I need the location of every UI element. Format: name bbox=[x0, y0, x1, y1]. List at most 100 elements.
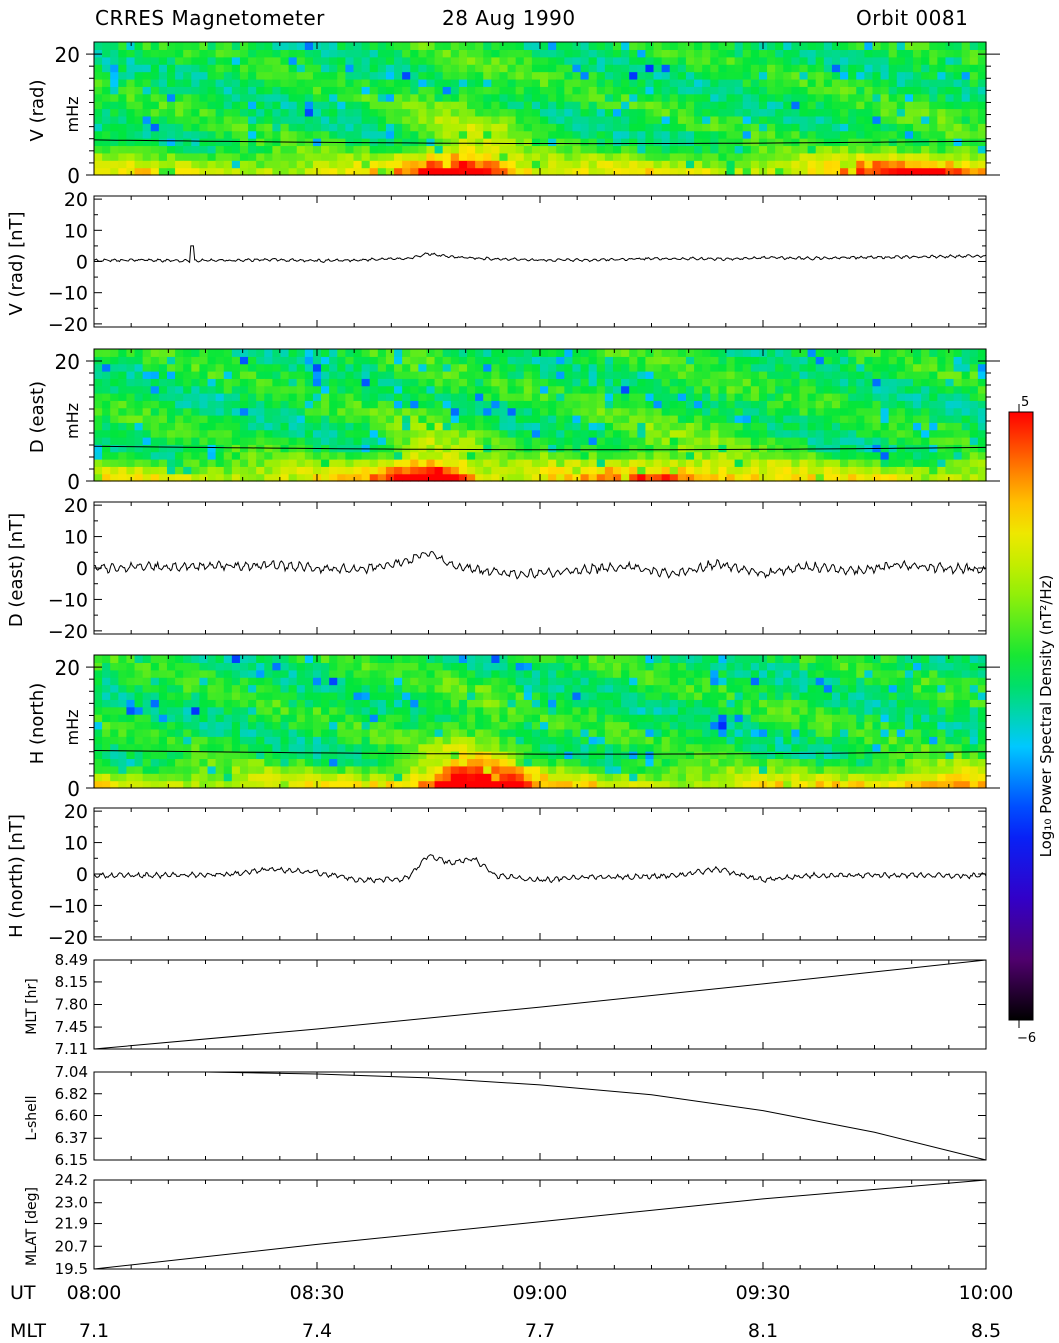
spectrogram-cell bbox=[369, 743, 379, 752]
spectrogram-cell bbox=[321, 415, 330, 423]
spectrogram-cell bbox=[231, 393, 241, 401]
spectrogram-cell bbox=[296, 736, 306, 745]
spectrogram-cell bbox=[402, 736, 411, 745]
spectrogram-cell bbox=[118, 655, 128, 663]
spectrogram-cell bbox=[758, 115, 768, 124]
spectrogram-cell bbox=[961, 78, 971, 87]
spectrogram-cell bbox=[888, 393, 898, 401]
spectrogram-cell bbox=[175, 93, 184, 102]
spectrogram-cell bbox=[256, 101, 265, 110]
spectrogram-cell bbox=[369, 684, 379, 693]
spectrogram-cell bbox=[458, 669, 468, 678]
spectrogram-cell bbox=[207, 56, 217, 65]
spectrogram-cell bbox=[807, 64, 817, 73]
spectrogram-cell bbox=[734, 356, 744, 365]
spectrogram-cell bbox=[118, 123, 128, 132]
spectrogram-cell bbox=[775, 371, 784, 379]
spectrogram-cell bbox=[588, 400, 598, 409]
spectrogram-cell bbox=[158, 108, 168, 117]
spectrogram-cell bbox=[629, 64, 638, 73]
spectrogram-cell bbox=[572, 145, 582, 154]
spectrogram-cell bbox=[385, 691, 395, 700]
spectrogram-cell bbox=[394, 152, 403, 161]
spectrogram-cell bbox=[499, 393, 509, 401]
spectrogram-cell bbox=[483, 123, 492, 132]
spectrogram-cell bbox=[564, 451, 574, 460]
spectrogram-cell bbox=[929, 451, 938, 460]
spectrogram-cell bbox=[345, 415, 355, 423]
spectrogram-cell bbox=[953, 356, 963, 365]
spectrogram-cell bbox=[329, 751, 338, 760]
spectrogram-cell bbox=[507, 71, 517, 80]
spectrogram-cell bbox=[710, 437, 719, 445]
spectrogram-cell bbox=[491, 108, 501, 117]
spectrogram-cell bbox=[150, 407, 160, 416]
spectrogram-cell bbox=[856, 115, 865, 124]
spectrogram-cell bbox=[880, 459, 890, 467]
spectrogram-cell bbox=[256, 684, 265, 693]
spectrogram-cell bbox=[483, 780, 492, 789]
spectrogram-cell bbox=[280, 145, 290, 154]
spectrogram-cell bbox=[864, 42, 874, 50]
spectrogram-cell bbox=[499, 86, 509, 95]
spectrogram-cell bbox=[223, 473, 233, 482]
spectrogram-cell bbox=[823, 444, 833, 453]
spectrogram-cell bbox=[540, 56, 549, 65]
spectrogram-cell bbox=[231, 466, 241, 475]
spectrogram-cell bbox=[118, 160, 128, 169]
spectrogram-cell bbox=[872, 363, 882, 372]
spectrogram-cell bbox=[434, 349, 444, 357]
spectrogram-cell bbox=[418, 393, 428, 401]
spectrogram-cell bbox=[734, 466, 744, 475]
spectrogram-cell bbox=[742, 160, 752, 169]
spectrogram-cell bbox=[540, 93, 549, 102]
spectrogram-cell bbox=[150, 765, 160, 774]
spectrogram-cell bbox=[158, 743, 168, 752]
spectrogram-cell bbox=[410, 152, 419, 161]
spectrogram-cell bbox=[426, 86, 436, 95]
spectrogram-cell bbox=[304, 655, 314, 663]
spectrogram-cell bbox=[321, 459, 330, 467]
spectrogram-cell bbox=[183, 743, 192, 752]
spectrogram-cell bbox=[669, 49, 679, 58]
spectrogram-cell bbox=[223, 93, 233, 102]
spectrogram-cell bbox=[637, 451, 647, 460]
spectrogram-cell bbox=[142, 363, 152, 372]
spectrogram-cell bbox=[199, 152, 209, 161]
spectrogram-cell bbox=[969, 429, 979, 438]
spectrogram-cell bbox=[134, 669, 144, 678]
spectrogram-cell bbox=[110, 736, 119, 745]
spectrogram-cell bbox=[904, 64, 914, 73]
spectrogram-cell bbox=[248, 466, 257, 475]
spectrogram-cell bbox=[361, 56, 371, 65]
spectrogram-cell bbox=[677, 160, 687, 169]
spectrogram-cell bbox=[199, 655, 209, 663]
spectrogram-cell bbox=[361, 459, 371, 467]
spectrogram-cell bbox=[321, 349, 330, 357]
spectrogram-cell bbox=[791, 86, 801, 95]
spectrogram-cell bbox=[321, 160, 330, 169]
spectrogram-cell bbox=[823, 130, 833, 139]
spectrogram-cell bbox=[929, 108, 938, 117]
spectrogram-cell bbox=[345, 160, 355, 169]
spectrogram-cell bbox=[94, 437, 103, 445]
spectrogram-cell bbox=[758, 123, 768, 132]
spectrogram-cell bbox=[369, 349, 379, 357]
spectrogram-cell bbox=[385, 363, 395, 372]
spectrogram-cell bbox=[239, 714, 249, 723]
spectrogram-cell bbox=[102, 706, 111, 715]
spectrogram-cell bbox=[304, 773, 314, 782]
spectrogram-cell bbox=[312, 751, 322, 760]
spectrogram-cell bbox=[669, 123, 679, 132]
spectrogram-cell bbox=[134, 437, 144, 445]
spectrogram-cell bbox=[467, 437, 476, 445]
spectrogram-cell bbox=[450, 363, 460, 372]
spectrogram-cell bbox=[418, 56, 428, 65]
spectrogram-cell bbox=[361, 736, 371, 745]
spectrogram-cell bbox=[848, 49, 857, 58]
spectrogram-cell bbox=[726, 400, 736, 409]
spectrogram-cell bbox=[475, 115, 484, 124]
spectrogram-cell bbox=[312, 393, 322, 401]
spectrogram-cell bbox=[239, 473, 249, 482]
spectrogram-cell bbox=[264, 714, 273, 723]
